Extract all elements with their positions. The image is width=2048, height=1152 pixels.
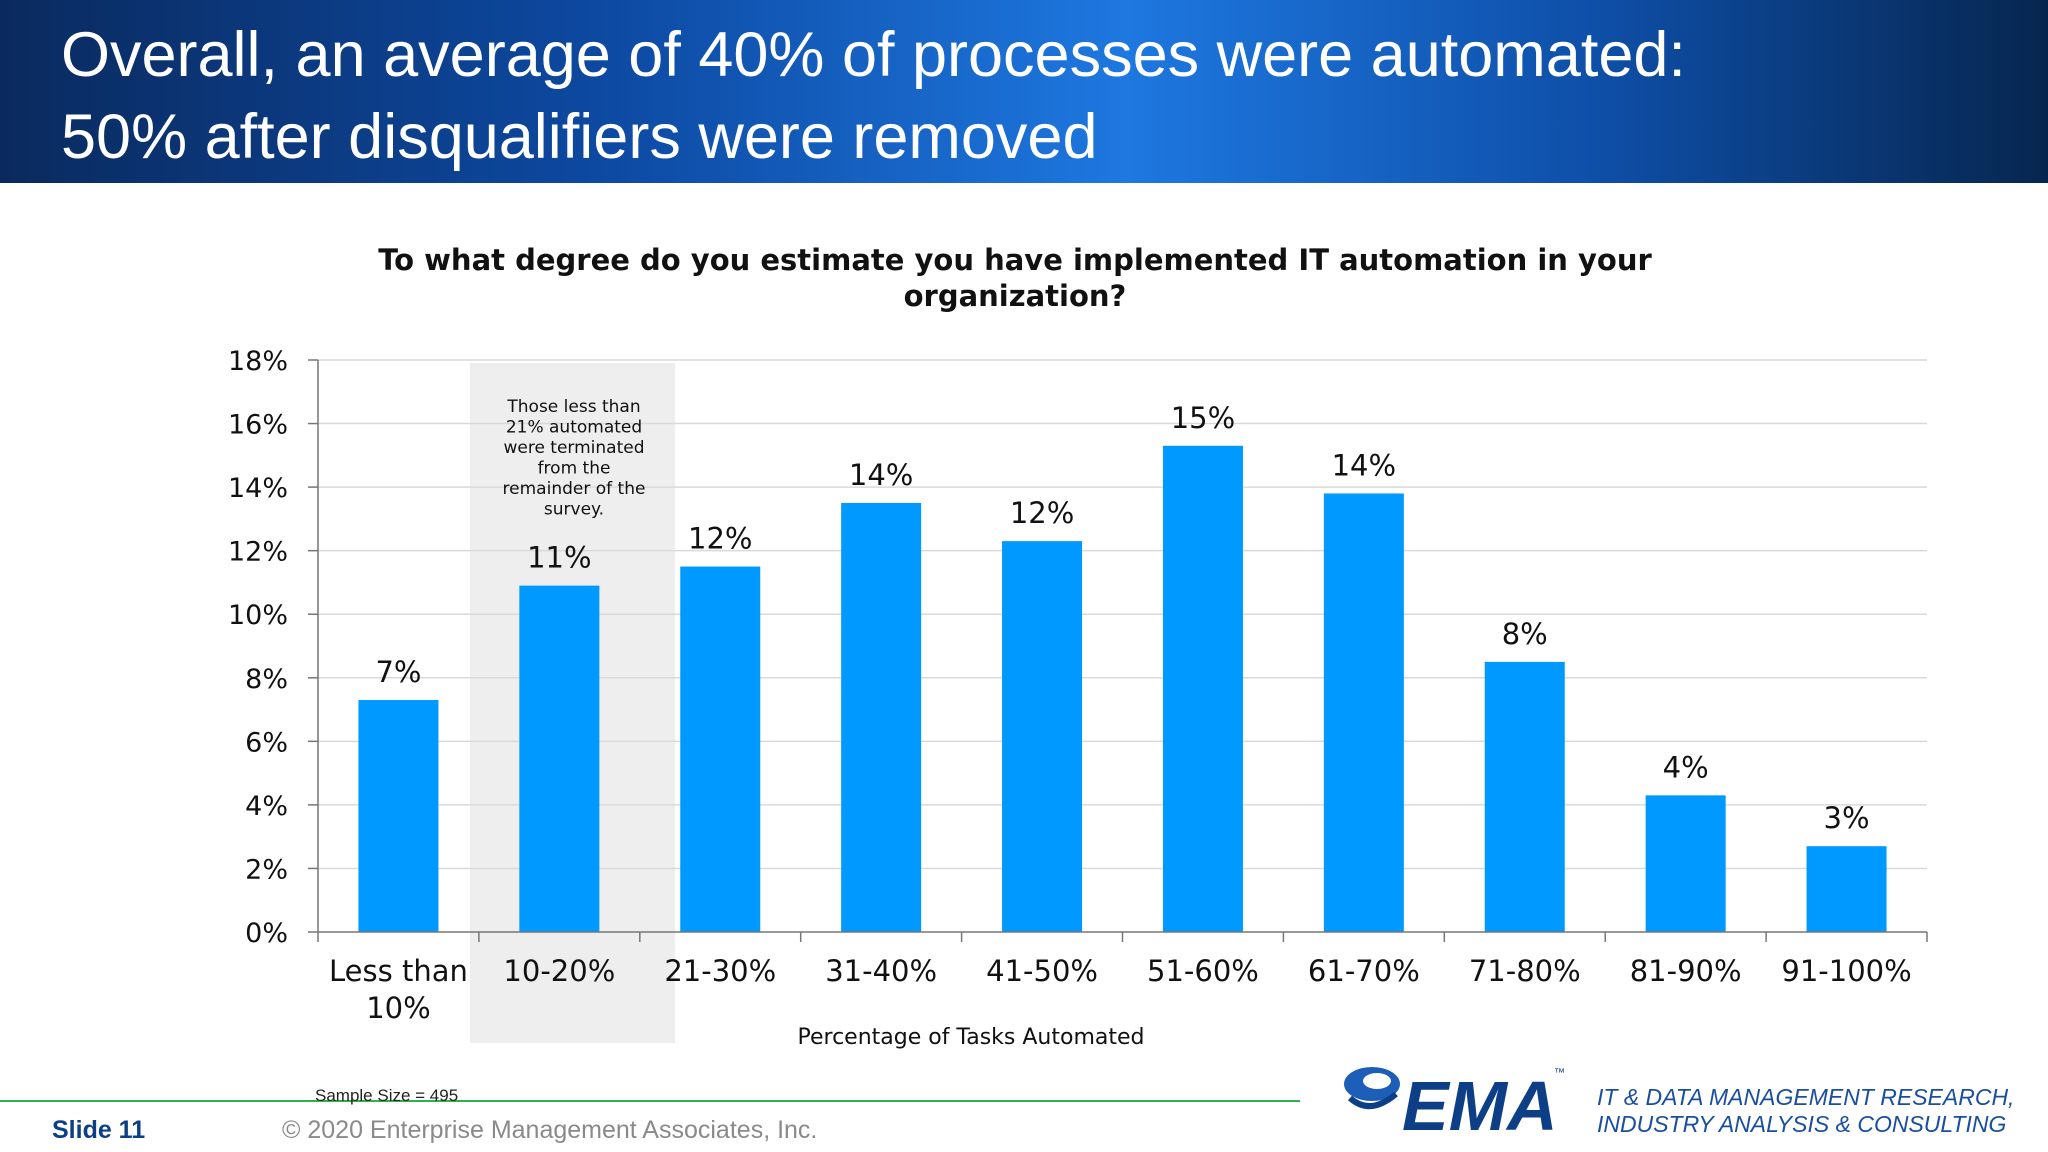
ema-logo-text: EMA bbox=[1402, 1067, 1558, 1138]
bar bbox=[1806, 846, 1887, 932]
company-tagline: IT & DATA MANAGEMENT RESEARCH, INDUSTRY … bbox=[1597, 1084, 2014, 1138]
y-tick-label: 16% bbox=[228, 410, 288, 441]
ema-logo-tm: ™ bbox=[1554, 1067, 1565, 1079]
y-tick-label: 12% bbox=[228, 537, 288, 568]
bar-data-label: 12% bbox=[1010, 496, 1074, 530]
y-tick-label: 2% bbox=[245, 854, 288, 885]
x-tick-label: 61-70% bbox=[1308, 954, 1420, 988]
bar bbox=[519, 585, 600, 932]
x-tick-label: 91-100% bbox=[1781, 954, 1911, 988]
x-tick-label: 81-90% bbox=[1630, 954, 1742, 988]
chart-title-line1: To what degree do you estimate you have … bbox=[378, 243, 1652, 277]
bar bbox=[1323, 493, 1404, 932]
y-tick-label: 14% bbox=[228, 473, 288, 504]
slide-title-line2: 50% after disqualifiers were removed bbox=[61, 102, 1098, 172]
y-tick-label: 18% bbox=[228, 346, 288, 377]
y-tick-label: 10% bbox=[228, 600, 288, 631]
chart-title-line2: organization? bbox=[904, 279, 1127, 313]
ema-logo: EMA ™ bbox=[1344, 1067, 1565, 1138]
bar-data-label: 15% bbox=[1171, 401, 1235, 435]
slide-number: Slide 11 bbox=[52, 1116, 146, 1144]
copyright-text: © 2020 Enterprise Management Associates,… bbox=[282, 1116, 818, 1144]
y-tick-label: 4% bbox=[245, 791, 288, 822]
bar-data-label: 7% bbox=[375, 655, 421, 689]
x-tick-label: 51-60% bbox=[1147, 954, 1259, 988]
x-tick-label: 31-40% bbox=[825, 954, 937, 988]
bar-data-label: 4% bbox=[1663, 750, 1709, 784]
annotation-line: survey. bbox=[544, 500, 604, 520]
x-tick-label: 21-30% bbox=[664, 954, 776, 988]
bar bbox=[1484, 661, 1565, 932]
slide-title-line1: Overall, an average of 40% of processes … bbox=[61, 20, 1686, 90]
x-tick-label: 10% bbox=[366, 991, 430, 1025]
annotation-line: Those less than bbox=[506, 397, 640, 417]
bar-data-label: 14% bbox=[849, 458, 913, 492]
y-tick-label: 8% bbox=[245, 664, 288, 695]
x-tick-label: Less than bbox=[329, 954, 468, 988]
x-tick-label: 71-80% bbox=[1469, 954, 1581, 988]
footer-divider bbox=[0, 1100, 1300, 1102]
y-tick-label: 6% bbox=[245, 727, 288, 758]
annotation-line: were terminated bbox=[503, 438, 644, 458]
x-tick-label: 41-50% bbox=[986, 954, 1098, 988]
bar bbox=[680, 566, 761, 932]
bar bbox=[1002, 541, 1083, 932]
bar-data-label: 8% bbox=[1502, 617, 1548, 651]
sample-size-note: Sample Size = 495 bbox=[315, 1086, 459, 1105]
tagline-line2: INDUSTRY ANALYSIS & CONSULTING bbox=[1597, 1111, 2007, 1137]
bar bbox=[841, 503, 922, 932]
x-tick-label: 10-20% bbox=[503, 954, 615, 988]
header-banner: Overall, an average of 40% of processes … bbox=[0, 0, 2048, 183]
bar-chart: To what degree do you estimate you have … bbox=[228, 243, 1928, 1050]
annotation-line: 21% automated bbox=[506, 418, 642, 438]
y-tick-label: 0% bbox=[245, 918, 288, 949]
bar bbox=[358, 700, 439, 932]
bar-data-label: 3% bbox=[1824, 801, 1870, 835]
tagline-line1: IT & DATA MANAGEMENT RESEARCH, bbox=[1597, 1084, 2015, 1110]
bar-data-label: 12% bbox=[688, 522, 752, 556]
annotation-line: remainder of the bbox=[503, 479, 646, 499]
bar-data-label: 11% bbox=[527, 541, 591, 575]
bar bbox=[1162, 445, 1243, 932]
slide-title: Overall, an average of 40% of processes … bbox=[61, 14, 2021, 178]
bar-data-label: 14% bbox=[1332, 448, 1396, 482]
annotation-line: from the bbox=[538, 459, 611, 479]
bar bbox=[1645, 795, 1726, 932]
x-axis-title: Percentage of Tasks Automated bbox=[797, 1025, 1144, 1050]
